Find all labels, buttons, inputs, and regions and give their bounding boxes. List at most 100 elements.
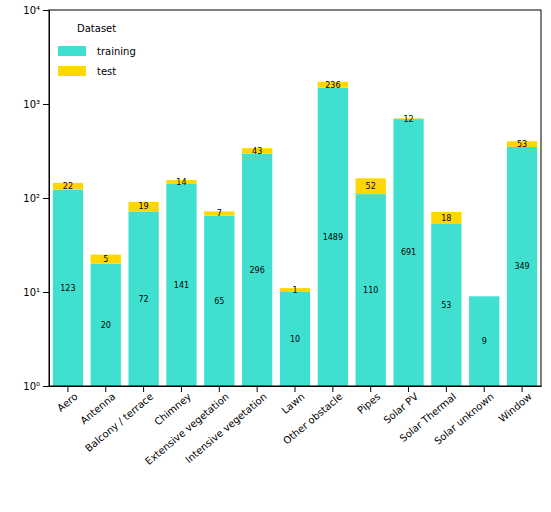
- data-label: 349: [514, 262, 529, 271]
- y-tick-mark: [43, 198, 49, 199]
- legend-swatch: [58, 66, 86, 76]
- bars: [53, 82, 537, 386]
- plot: 1232072141652961014891106915393492251914…: [23, 5, 541, 467]
- data-label: 110: [363, 286, 378, 295]
- bar: [280, 292, 310, 386]
- legend-label: training: [97, 46, 136, 57]
- legend-swatch: [58, 46, 86, 56]
- y-tick-label: 10⁴: [23, 5, 40, 16]
- y-tick-mark: [43, 104, 49, 105]
- x-tick-label: Other obstacle: [281, 391, 345, 447]
- chart: 1232072141652961014891106915393492251914…: [0, 0, 551, 512]
- x-tick-mark: [105, 386, 106, 392]
- x-tick: Balcony / terrace: [83, 386, 155, 454]
- bar: [318, 88, 348, 386]
- x-tick-mark: [295, 386, 296, 392]
- bar: [242, 154, 272, 386]
- data-label: 7: [217, 209, 222, 218]
- x-tick: Lawn: [280, 386, 307, 416]
- data-label: 19: [139, 202, 149, 211]
- bar: [128, 211, 158, 386]
- x-tick-mark: [181, 386, 182, 392]
- data-label: 53: [441, 301, 451, 310]
- bar: [393, 119, 423, 386]
- x-tick: Pipes: [355, 386, 382, 416]
- data-label: 52: [366, 182, 376, 191]
- x-tick-label: Balcony / terrace: [83, 391, 155, 454]
- y-tick-label: 10²: [23, 193, 40, 204]
- x-axis: AeroAntennaBalcony / terraceChimneyExten…: [50, 386, 542, 467]
- data-label: 12: [403, 115, 413, 124]
- y-tick: 10⁴: [23, 5, 49, 16]
- x-tick: Intensive vegetation: [183, 386, 269, 465]
- x-tick-label: Solar unknown: [432, 391, 496, 447]
- x-tick-mark: [446, 386, 447, 392]
- x-tick-mark: [219, 386, 220, 392]
- legend-title: Dataset: [77, 23, 116, 34]
- data-label: 65: [214, 297, 224, 306]
- bar: [356, 194, 386, 386]
- x-tick: Other obstacle: [281, 386, 345, 447]
- x-tick-label: Aero: [55, 391, 80, 414]
- data-label: 1: [292, 286, 297, 295]
- x-tick: Solar PV: [381, 386, 420, 426]
- data-label: 14: [176, 178, 186, 187]
- data-label: 123: [60, 284, 75, 293]
- y-tick: 10⁰: [23, 381, 49, 392]
- data-label: 22: [63, 182, 73, 191]
- x-tick-mark: [67, 386, 68, 392]
- x-tick: Aero: [55, 386, 80, 414]
- x-tick: Window: [497, 386, 534, 425]
- data-labels: 1232072141652961014891106915393492251914…: [60, 81, 529, 346]
- plot-frame: [49, 10, 541, 386]
- data-label: 296: [250, 266, 265, 275]
- x-tick-mark: [143, 386, 144, 392]
- data-label: 43: [252, 147, 262, 156]
- data-label: 5: [103, 255, 108, 264]
- data-label: 53: [517, 140, 527, 149]
- y-tick: 10³: [23, 99, 49, 110]
- bar: [507, 147, 537, 386]
- legend-label: test: [97, 66, 116, 77]
- bar: [91, 255, 121, 264]
- data-label: 20: [101, 321, 111, 330]
- bar: [91, 264, 121, 386]
- data-label: 691: [401, 248, 416, 257]
- bar: [53, 190, 83, 386]
- y-tick: 10¹: [23, 287, 49, 298]
- y-tick-label: 10¹: [23, 287, 40, 298]
- y-tick: 10²: [23, 193, 49, 204]
- x-tick-mark: [522, 386, 523, 392]
- bar: [128, 202, 158, 212]
- y-tick-label: 10⁰: [23, 381, 40, 392]
- y-axis: 10⁰ 10¹ 10² 10³ 10⁴: [23, 5, 49, 392]
- bar: [469, 296, 499, 386]
- bar: [356, 178, 386, 194]
- data-label: 18: [441, 214, 451, 223]
- y-tick-mark: [43, 10, 49, 11]
- bar: [166, 184, 196, 386]
- data-label: 1489: [323, 233, 343, 242]
- x-tick-mark: [332, 386, 333, 392]
- bar: [431, 212, 461, 224]
- x-tick-mark: [484, 386, 485, 392]
- y-tick-mark: [43, 386, 49, 387]
- data-label: 9: [482, 337, 487, 346]
- y-tick-label: 10³: [23, 99, 40, 110]
- data-label: 10: [290, 335, 300, 344]
- legend: Dataset training test: [58, 23, 136, 77]
- data-label: 72: [139, 295, 149, 304]
- x-tick-label: Pipes: [355, 391, 382, 416]
- x-tick-mark: [408, 386, 409, 392]
- x-tick-label: Window: [497, 391, 534, 425]
- bar: [431, 224, 461, 386]
- y-tick-mark: [43, 292, 49, 293]
- x-tick-label: Intensive vegetation: [183, 391, 269, 465]
- x-tick-label: Lawn: [280, 391, 307, 416]
- x-tick: Antenna: [78, 386, 117, 426]
- data-label: 236: [325, 81, 340, 90]
- x-tick-mark: [370, 386, 371, 392]
- bar: [204, 216, 234, 386]
- x-tick-mark: [257, 386, 258, 392]
- data-label: 141: [174, 281, 189, 290]
